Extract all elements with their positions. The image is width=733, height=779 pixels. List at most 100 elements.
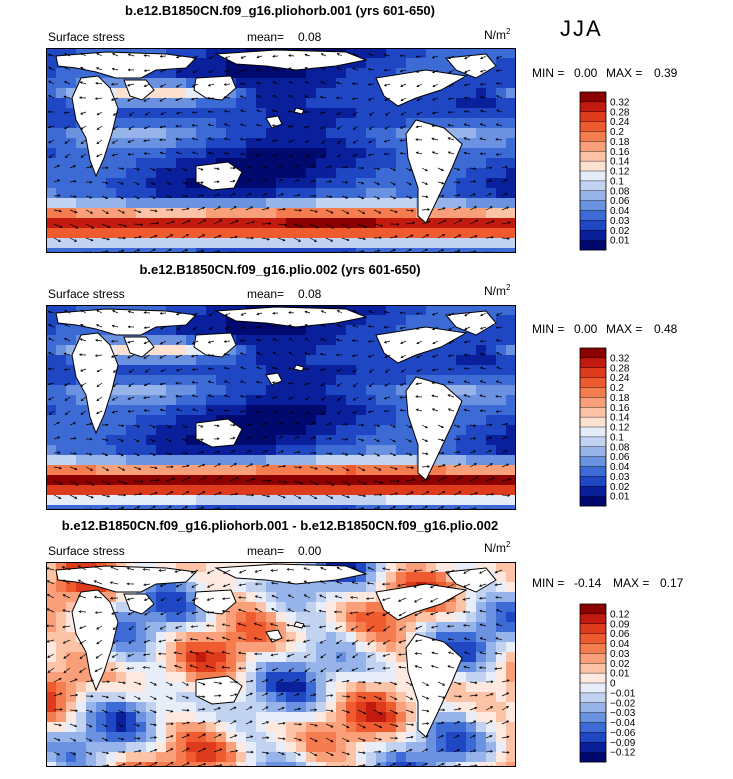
- wind-arrow: [245, 450, 252, 454]
- field-cell: [486, 742, 497, 753]
- field-cell: [346, 405, 357, 416]
- wind-arrow-head: [425, 439, 429, 442]
- field-cell: [476, 208, 487, 219]
- field-cell: [326, 612, 337, 623]
- wind-arrow-head: [142, 568, 146, 571]
- field-cell: [486, 395, 497, 406]
- colorbar-swatch: [580, 131, 606, 142]
- wind-arrow-head: [425, 452, 429, 456]
- field-cell: [116, 762, 127, 767]
- field-cell: [86, 68, 97, 79]
- wind-arrow: [208, 340, 215, 344]
- panel-3-mean-value: 0.00: [298, 544, 322, 558]
- field-cell: [346, 48, 357, 59]
- wind-arrow-head: [367, 566, 371, 570]
- field-cell: [266, 602, 277, 613]
- field-cell: [266, 712, 277, 723]
- wind-arrow: [272, 382, 279, 384]
- field-cell: [456, 672, 467, 683]
- field-cell: [436, 355, 447, 366]
- wind-arrow: [437, 424, 444, 428]
- field-cell: [486, 415, 497, 426]
- wind-arrow-head: [107, 482, 111, 486]
- field-cell: [56, 415, 67, 426]
- field-cell: [206, 198, 217, 209]
- field-cell: [306, 118, 317, 129]
- wind-arrow-head: [367, 340, 371, 343]
- field-cell: [116, 128, 127, 139]
- field-cell: [46, 385, 57, 396]
- wind-arrow-head: [495, 313, 499, 316]
- field-cell: [496, 475, 507, 486]
- panel-1-min-label: MIN =: [532, 66, 565, 80]
- field-cell: [66, 455, 77, 466]
- wind-arrow-head: [475, 219, 479, 223]
- field-cell: [446, 435, 457, 446]
- wind-arrow-head: [304, 95, 308, 98]
- wind-arrow: [373, 209, 381, 214]
- field-cell: [236, 158, 247, 169]
- wind-arrow-head: [78, 96, 82, 99]
- wind-arrow-head: [64, 383, 67, 386]
- wind-arrow: [288, 139, 295, 143]
- wind-arrow-head: [304, 67, 308, 70]
- wind-arrow-head: [94, 354, 98, 357]
- field-cell: [66, 128, 77, 139]
- field-cell: [346, 702, 357, 713]
- wind-arrow-head: [479, 571, 482, 574]
- wind-arrow: [69, 452, 77, 455]
- field-cell: [46, 78, 57, 89]
- wind-arrow-head: [48, 337, 52, 341]
- wind-vectors: [47, 309, 512, 510]
- wind-arrow: [197, 438, 204, 441]
- wind-arrow-head: [352, 566, 356, 570]
- field-cell: [376, 672, 387, 683]
- field-cell: [316, 128, 327, 139]
- field-cell: [196, 445, 207, 456]
- field-cell: [356, 662, 367, 673]
- field-cell: [296, 642, 307, 653]
- field-cell: [276, 612, 287, 623]
- wind-arrow-head: [129, 113, 132, 116]
- field-cell: [416, 305, 427, 316]
- field-cell: [436, 365, 447, 376]
- field-cell: [76, 475, 87, 486]
- wind-arrow: [357, 209, 365, 214]
- field-cell: [396, 188, 407, 199]
- wind-arrow: [320, 382, 327, 386]
- field-cell: [66, 682, 77, 693]
- wind-arrow-head: [96, 411, 99, 415]
- wind-arrow: [133, 249, 140, 253]
- wind-arrow-head: [57, 451, 61, 454]
- wind-arrow: [133, 181, 140, 185]
- colorbar-swatch: [580, 496, 606, 507]
- field-cell: [306, 485, 317, 496]
- wind-arrow-head: [447, 394, 451, 397]
- wind-arrow: [389, 235, 398, 239]
- wind-arrow-head: [160, 69, 163, 73]
- field-cell: [236, 435, 247, 446]
- field-cell: [186, 108, 197, 119]
- field-cell: [476, 218, 487, 229]
- wind-arrow-head: [305, 154, 309, 158]
- wind-arrow-head: [351, 97, 355, 101]
- wind-arrow-head: [74, 467, 78, 471]
- field-cell: [316, 118, 327, 129]
- field-cell: [166, 652, 177, 663]
- field-cell: [376, 692, 387, 703]
- field-cell: [356, 562, 367, 573]
- field-cell: [376, 325, 387, 336]
- wind-arrow-head: [383, 139, 387, 143]
- wind-arrow: [176, 340, 183, 345]
- field-cell: [326, 138, 337, 149]
- field-cell: [366, 572, 377, 583]
- field-cell: [276, 702, 287, 713]
- field-cell: [106, 702, 117, 713]
- field-cell: [126, 505, 137, 510]
- field-cell: [256, 622, 267, 633]
- field-cell: [246, 365, 257, 376]
- wind-arrow: [181, 181, 188, 184]
- field-cell: [486, 68, 497, 79]
- field-cell: [116, 742, 127, 753]
- field-cell: [286, 632, 297, 643]
